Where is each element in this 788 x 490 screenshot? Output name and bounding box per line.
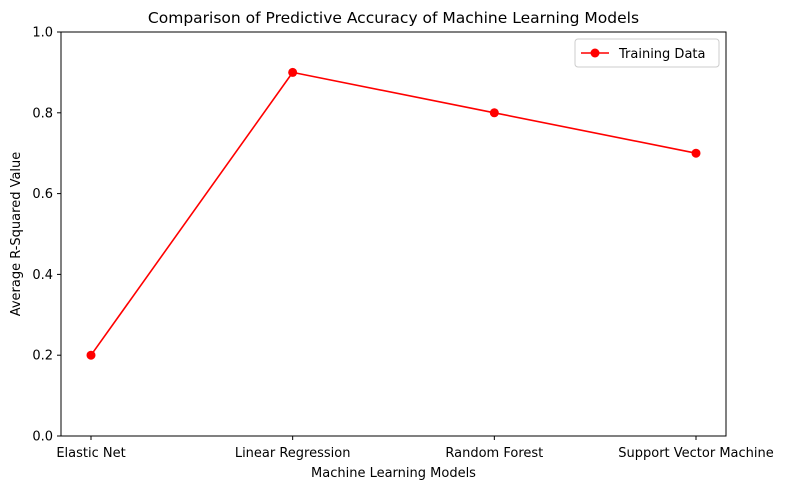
legend: Training Data [574, 38, 720, 68]
y-tick-label: 0.6 [32, 187, 53, 202]
x-axis-label: Machine Learning Models [311, 466, 476, 481]
y-tick-label: 1.0 [32, 26, 53, 41]
y-tick-label: 0.8 [32, 106, 53, 121]
plot-area [61, 32, 726, 436]
y-axis-label: Average R-Squared Value [9, 152, 24, 317]
y-tick-label: 0.4 [32, 268, 53, 283]
y-axis-ticks: 0.0 0.2 0.4 0.6 0.8 1.0 [32, 26, 61, 445]
legend-label-training-data: Training Data [618, 47, 705, 62]
x-tick-label: Linear Regression [235, 446, 351, 461]
y-tick-label: 0.2 [32, 349, 53, 364]
plot-background [61, 32, 726, 436]
x-tick-label: Elastic Net [56, 446, 125, 461]
series-layer [86, 67, 701, 360]
axes-frame [60, 31, 727, 437]
legend-frame [574, 38, 720, 68]
axes-layer [60, 31, 727, 437]
data-point-marker [86, 350, 96, 360]
series-line-training-data [90, 71, 697, 356]
data-point-marker [489, 108, 499, 118]
x-axis-ticks: Elastic Net Linear Regression Random Fores… [56, 436, 774, 461]
data-point-marker [288, 67, 298, 77]
legend-marker [590, 48, 600, 58]
y-tick-label: 0.0 [32, 430, 53, 445]
chart-title: Comparison of Predictive Accuracy of Mac… [148, 9, 639, 27]
x-tick-label: Random Forest [445, 446, 543, 461]
x-tick-label: Support Vector Machine [618, 446, 774, 461]
data-point-marker [691, 148, 701, 158]
